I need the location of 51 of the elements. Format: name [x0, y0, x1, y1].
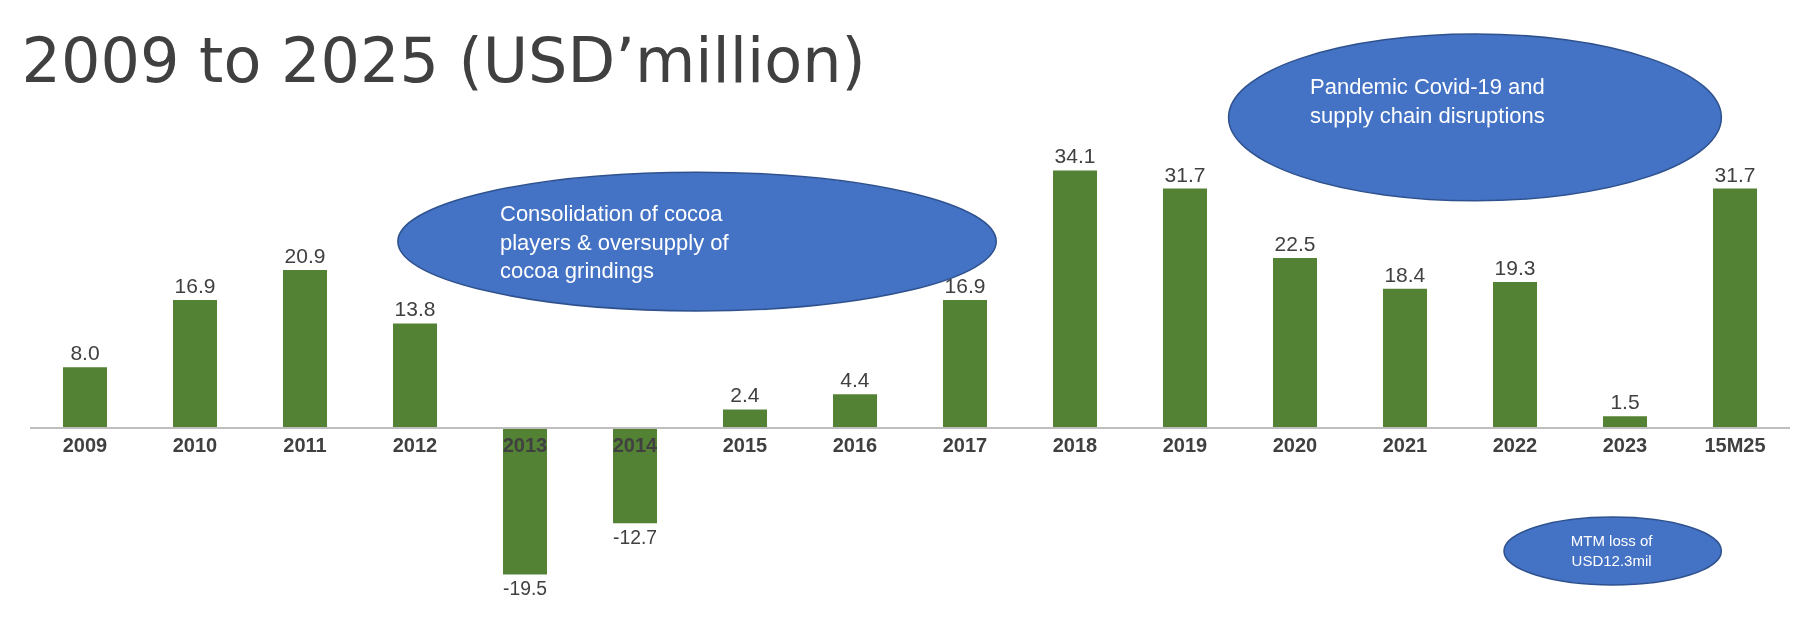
data-label: 2.4	[730, 383, 760, 407]
data-label: 16.9	[174, 274, 216, 298]
x-tick-label: 2014	[612, 434, 659, 457]
data-label: 31.7	[1714, 162, 1756, 186]
bar	[1383, 288, 1427, 428]
bar	[393, 323, 437, 428]
x-tick-label: 2012	[392, 434, 438, 457]
data-label: -12.7	[613, 526, 657, 548]
bar	[1713, 188, 1757, 428]
data-label: 8.0	[70, 341, 100, 365]
x-tick-label: 2022	[1492, 434, 1538, 457]
x-tick-label: 2020	[1272, 434, 1318, 457]
data-label: 1.5	[1610, 390, 1640, 414]
data-label: 22.5	[1274, 231, 1316, 255]
annotation: Consolidation of cocoa players & oversupply of cocoa grindings	[500, 201, 730, 284]
bar	[1273, 257, 1317, 428]
bar	[283, 269, 327, 428]
x-tick-label: 2017	[942, 434, 988, 457]
data-label: -19.5	[503, 578, 547, 600]
bar	[173, 300, 217, 428]
x-tick-label: 2016	[832, 434, 878, 457]
data-label: 19.3	[1494, 256, 1536, 280]
annotation: MTM loss of USD12.3mil	[1570, 532, 1654, 569]
bar	[63, 367, 107, 428]
data-label: 18.4	[1384, 262, 1426, 286]
chart-title: 2009 to 2025 (USD’million)	[21, 23, 866, 97]
x-tick-label: 2021	[1382, 434, 1428, 457]
x-tick-label: 15M25	[1704, 434, 1766, 457]
bar	[503, 427, 547, 575]
bar	[943, 300, 987, 428]
x-tick-label: 2011	[283, 434, 327, 457]
x-tick-label: 2018	[1052, 434, 1098, 457]
bar	[1603, 416, 1647, 428]
data-label: 13.8	[394, 297, 436, 321]
bar	[723, 409, 767, 428]
x-tick-label: 2019	[1162, 434, 1208, 457]
data-label: 20.9	[284, 243, 326, 267]
x-tick-label: 2010	[172, 434, 218, 457]
bar	[1493, 282, 1537, 428]
bar	[1053, 170, 1097, 428]
x-tick-label: 2023	[1602, 434, 1648, 457]
bar	[833, 394, 877, 428]
data-label: 16.9	[944, 274, 986, 298]
bar	[1163, 188, 1207, 428]
text: Pandemic Covid-19 and supply chain disruptions	[1310, 74, 1545, 128]
data-label: 31.7	[1164, 162, 1206, 186]
data-label: 34.1	[1054, 144, 1096, 168]
data-label: 4.4	[840, 368, 870, 392]
x-tick-label: 2013	[502, 434, 548, 457]
x-tick-label: 2015	[722, 434, 768, 457]
x-tick-label: 2009	[62, 434, 108, 457]
